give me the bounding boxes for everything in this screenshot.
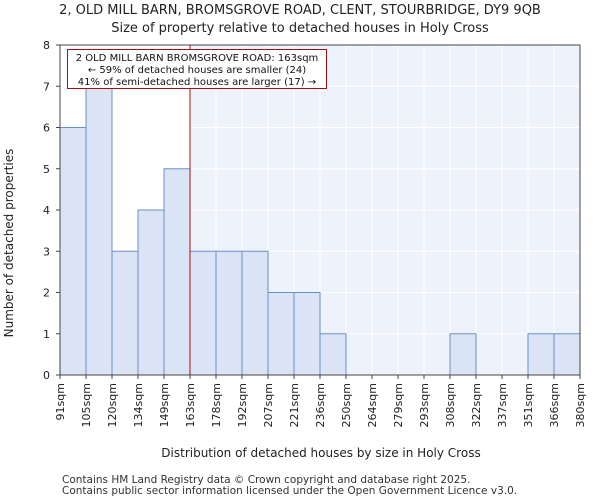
y-tick-label: 0 bbox=[43, 369, 50, 382]
x-tick-label: 192sqm bbox=[236, 383, 249, 427]
x-tick-label: 264sqm bbox=[366, 383, 379, 427]
y-tick-label: 4 bbox=[43, 204, 50, 217]
x-tick-label: 308sqm bbox=[444, 383, 457, 427]
x-tick-label: 293sqm bbox=[418, 383, 431, 427]
y-tick-label: 7 bbox=[43, 80, 50, 93]
histogram-bar bbox=[215, 250, 243, 376]
y-axis-label: Number of detached properties bbox=[2, 149, 16, 338]
histogram-bar bbox=[189, 250, 217, 376]
x-tick-label: 279sqm bbox=[392, 383, 405, 427]
histogram-bar bbox=[553, 333, 581, 376]
histogram-bar bbox=[163, 168, 191, 376]
x-tick-label: 91sqm bbox=[54, 383, 67, 420]
y-tick-label: 2 bbox=[43, 287, 50, 300]
attribution-line-2: Contains public sector information licen… bbox=[62, 485, 518, 497]
histogram-bar bbox=[319, 333, 347, 376]
x-tick-label: 163sqm bbox=[184, 383, 197, 427]
y-tick-label: 3 bbox=[43, 245, 50, 258]
x-tick-label: 337sqm bbox=[496, 383, 509, 427]
chart-title: 2, OLD MILL BARN, BROMSGROVE ROAD, CLENT… bbox=[59, 3, 541, 18]
y-tick-label: 8 bbox=[43, 39, 50, 52]
annotation-line-3: 41% of semi-detached houses are larger (… bbox=[77, 77, 317, 88]
chart-subtitle: Size of property relative to detached ho… bbox=[111, 21, 489, 36]
attribution-line-1: Contains HM Land Registry data © Crown c… bbox=[62, 474, 471, 486]
annotation-line-2: ← 59% of detached houses are smaller (24… bbox=[87, 65, 307, 76]
x-tick-label: 149sqm bbox=[158, 383, 171, 427]
histogram-bar bbox=[137, 209, 165, 376]
histogram-bar bbox=[111, 250, 139, 376]
x-tick-label: 120sqm bbox=[106, 383, 119, 427]
histogram-bar bbox=[59, 127, 87, 376]
x-tick-label: 178sqm bbox=[210, 383, 223, 427]
histogram-bar bbox=[449, 333, 477, 376]
histogram-bar bbox=[85, 85, 113, 376]
x-tick-label: 351sqm bbox=[522, 383, 535, 427]
histogram-bar bbox=[527, 333, 555, 376]
x-tick-label: 380sqm bbox=[574, 383, 587, 427]
annotation-line-1: 2 OLD MILL BARN BROMSGROVE ROAD: 163sqm bbox=[75, 53, 319, 64]
x-tick-label: 134sqm bbox=[132, 383, 145, 427]
y-tick-label: 1 bbox=[43, 328, 50, 341]
histogram-bar bbox=[241, 250, 269, 376]
x-tick-label: 221sqm bbox=[288, 383, 301, 427]
annotation-box: 2 OLD MILL BARN BROMSGROVE ROAD: 163sqm … bbox=[67, 49, 327, 89]
histogram-bar bbox=[267, 292, 295, 376]
x-tick-label: 207sqm bbox=[262, 383, 275, 427]
y-tick-label: 6 bbox=[43, 122, 50, 135]
x-axis-label: Distribution of detached houses by size … bbox=[161, 446, 480, 460]
histogram-bar bbox=[293, 292, 321, 376]
x-tick-label: 236sqm bbox=[314, 383, 327, 427]
y-tick-label: 5 bbox=[43, 163, 50, 176]
x-tick-label: 366sqm bbox=[548, 383, 561, 427]
x-tick-label: 250sqm bbox=[340, 383, 353, 427]
x-tick-label: 105sqm bbox=[80, 383, 93, 427]
x-tick-label: 322sqm bbox=[470, 383, 483, 427]
